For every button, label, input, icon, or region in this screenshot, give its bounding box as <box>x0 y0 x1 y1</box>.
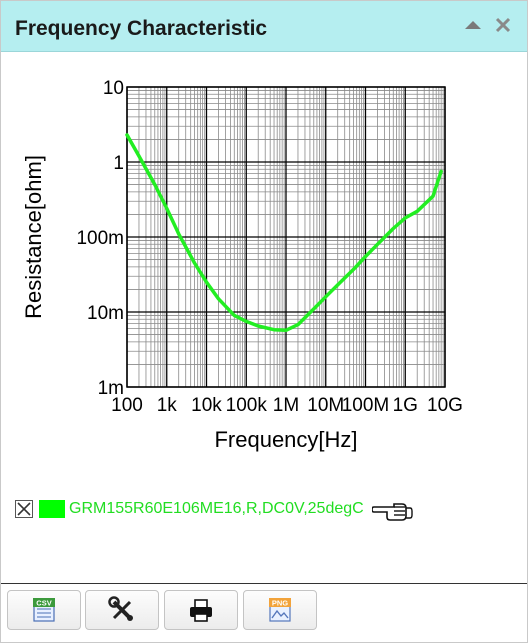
x-tick-label: 100 <box>111 395 143 416</box>
series-line <box>125 133 443 333</box>
y-tick-label: 10m <box>87 303 124 324</box>
x-tick-label: 10M <box>307 395 344 416</box>
csv-export-button[interactable]: CSV <box>7 590 81 630</box>
checkbox-x-icon <box>17 502 31 516</box>
print-icon <box>190 599 212 622</box>
pointing-hand-icon[interactable] <box>371 496 416 522</box>
y-axis-label: Resistance[ohm] <box>21 155 46 319</box>
legend-swatch <box>39 500 65 518</box>
legend: GRM155R60E106ME16,R,DC0V,25degC <box>15 496 416 522</box>
print-button[interactable] <box>164 590 238 630</box>
png-export-button[interactable]: PNG <box>243 590 317 630</box>
y-tick-label: 10 <box>103 78 124 99</box>
x-tick-label: 1G <box>393 395 418 416</box>
x-axis-label: Frequency[Hz] <box>214 427 357 452</box>
panel-header: Frequency Characteristic <box>1 1 527 52</box>
x-tick-label: 1M <box>273 395 299 416</box>
tools-icon <box>108 596 133 621</box>
x-tick-label: 1k <box>157 395 178 416</box>
csv-export-icon: CSV <box>33 598 55 622</box>
y-tick-label: 1m <box>98 378 124 399</box>
x-tick-label: 100M <box>342 395 390 416</box>
x-tick-label: 10k <box>191 395 222 416</box>
csv-badge-text: CSV <box>36 599 51 608</box>
y-tick-label: 1 <box>113 153 124 174</box>
triangle-up-icon[interactable] <box>463 15 483 35</box>
y-tick-label: 100m <box>76 228 124 249</box>
close-icon[interactable] <box>493 15 513 35</box>
png-export-icon: PNG <box>269 598 291 622</box>
legend-label: GRM155R60E106ME16,R,DC0V,25degC <box>69 500 364 517</box>
x-tick-label: 10G <box>427 395 463 416</box>
plot-frame <box>126 86 446 388</box>
footer-divider <box>1 583 527 584</box>
tools-button[interactable] <box>85 590 159 630</box>
legend-checkbox[interactable] <box>15 500 33 518</box>
png-badge-text: PNG <box>272 599 288 608</box>
x-tick-label: 100k <box>226 395 268 416</box>
panel-title: Frequency Characteristic <box>15 17 268 40</box>
